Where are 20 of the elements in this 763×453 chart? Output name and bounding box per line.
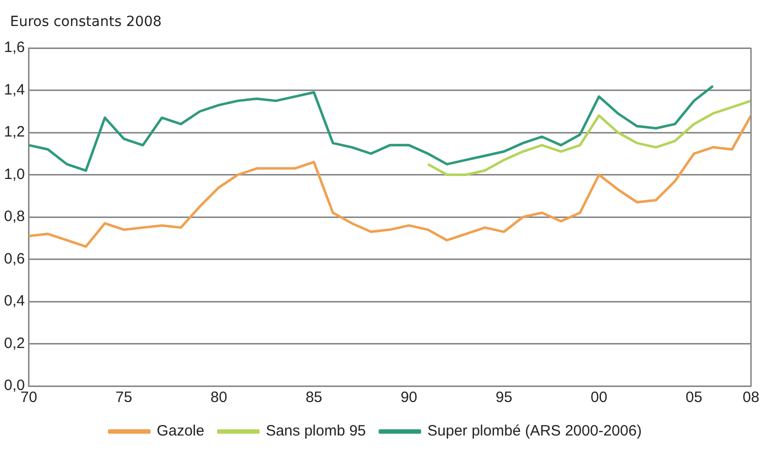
y-tick-label: 0,4 <box>4 292 25 310</box>
x-tick-label: 75 <box>116 389 132 406</box>
y-tick-label: 0,8 <box>4 208 25 226</box>
y-tick-label: 1,6 <box>4 39 25 56</box>
y-tick-label: 1,2 <box>4 124 25 141</box>
x-tick-label: 95 <box>496 389 512 406</box>
y-tick-label: 0,2 <box>4 334 25 352</box>
y-tick-label: 0,6 <box>4 250 25 268</box>
x-tick-label: 85 <box>306 389 322 406</box>
x-tick-label: 08 <box>742 389 760 406</box>
legend-label: Sans plomb 95 <box>266 422 366 440</box>
x-tick-label: 00 <box>590 389 608 406</box>
legend-label: Gazole <box>156 422 204 440</box>
y-tick-label: 1,0 <box>4 166 25 183</box>
x-tick-label: 05 <box>686 389 702 406</box>
x-tick-label: 90 <box>400 389 418 406</box>
y-axis-title: Euros constants 2008 <box>10 14 162 30</box>
legend-label: Super plombé (ARS 2000-2006) <box>427 422 642 440</box>
y-tick-label: 1,4 <box>4 81 25 98</box>
x-tick-label: 80 <box>210 389 228 406</box>
